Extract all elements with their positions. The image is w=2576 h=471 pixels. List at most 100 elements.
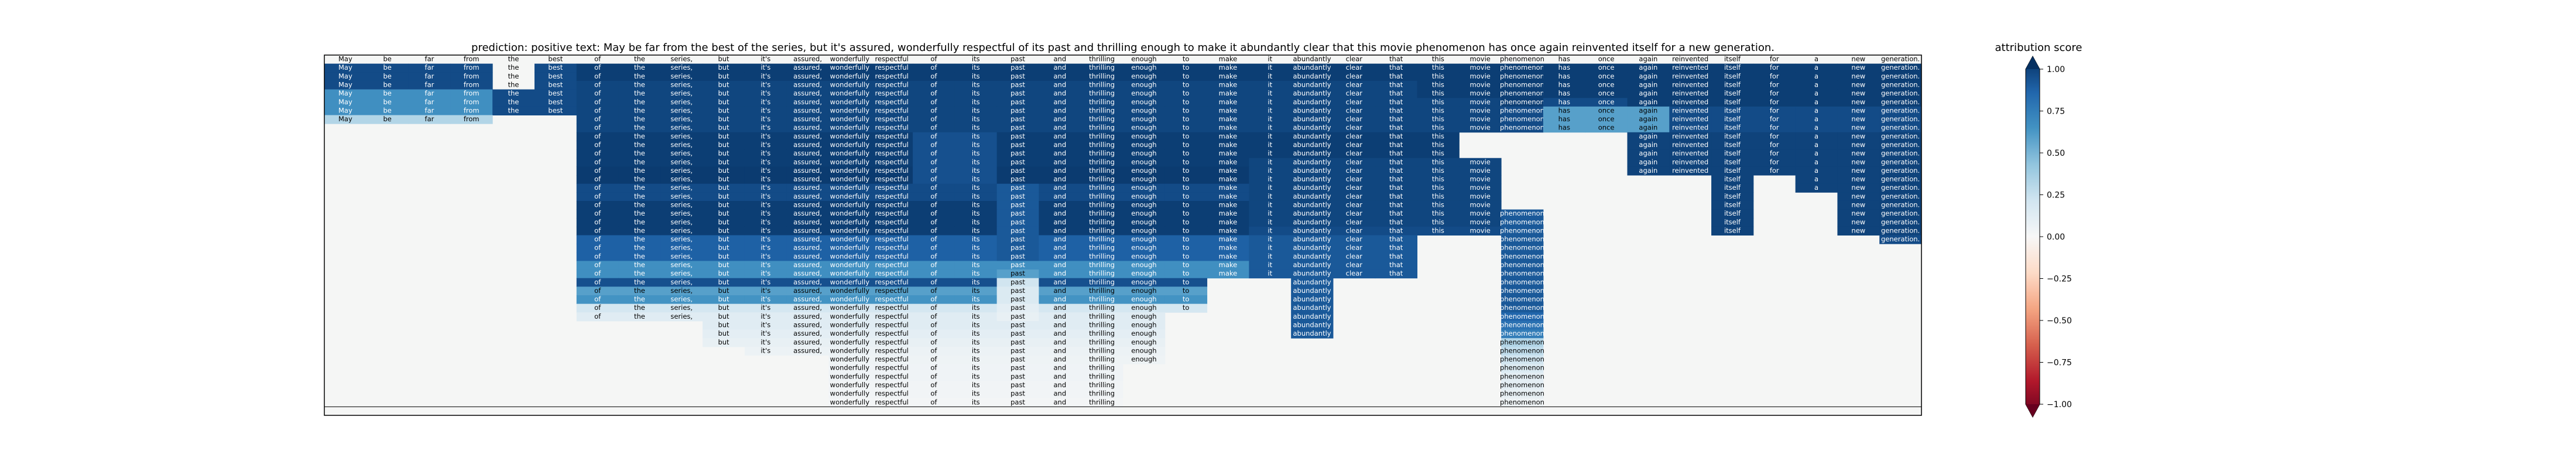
cell-token-label: of: [594, 303, 601, 312]
cell-token-label: a: [1814, 124, 1818, 132]
cell-token-label: again: [1639, 98, 1657, 106]
heatmap-cell: [1375, 141, 1418, 150]
cell-token-label: this: [1432, 166, 1444, 175]
cell-token-label: reinvented: [1672, 141, 1708, 149]
heatmap-cell: [786, 124, 829, 133]
cell-token-label: series,: [670, 124, 693, 132]
heatmap-cell: [786, 218, 829, 227]
heatmap-cell: [1291, 226, 1334, 236]
cell-token-label: enough: [1131, 226, 1156, 234]
heatmap-cell: [1753, 72, 1796, 81]
cell-token-label: itself: [1724, 115, 1741, 123]
heatmap-cell: [1753, 98, 1796, 107]
cell-token-label: this: [1432, 72, 1444, 80]
cell-token-label: past: [1010, 329, 1025, 337]
heatmap-cell: [786, 141, 829, 150]
heatmap-cell: [703, 192, 745, 202]
heatmap-cell: [492, 106, 535, 115]
cell-token-label: the: [634, 295, 645, 303]
heatmap-cell: [1501, 320, 1544, 330]
heatmap-cell: [1501, 269, 1544, 279]
heatmap-cell: [1291, 98, 1334, 107]
cell-token-label: new: [1851, 124, 1865, 132]
heatmap-cell: [703, 244, 745, 253]
heatmap-cell: [828, 226, 871, 236]
heatmap-cell: [1207, 98, 1249, 107]
cell-token-label: and: [1053, 226, 1066, 234]
cell-token-label: wonderfully: [830, 149, 870, 158]
cell-token-label: thrilling: [1089, 158, 1115, 166]
cell-token-label: phenomenon: [1500, 124, 1544, 132]
cell-token-label: new: [1851, 115, 1865, 123]
cell-token-label: of: [930, 72, 937, 80]
heatmap-cell: [786, 261, 829, 270]
heatmap-cell: [1501, 235, 1544, 244]
cell-token-label: of: [930, 166, 937, 175]
cell-token-label: abundantly: [1293, 244, 1331, 252]
cell-token-label: past: [1010, 269, 1025, 278]
cell-token-label: series,: [670, 115, 693, 123]
heatmap-cell: [576, 261, 619, 270]
heatmap-cell: [996, 80, 1039, 90]
cell-token-label: of: [930, 106, 937, 114]
cell-token-label: series,: [670, 158, 693, 166]
heatmap-cell: [1164, 252, 1208, 261]
cell-token-label: past: [1010, 303, 1025, 312]
heatmap-cell: [828, 312, 871, 322]
heatmap-cell: [996, 244, 1039, 253]
cell-token-label: abundantly: [1293, 192, 1331, 200]
cell-token-label: generation.: [1881, 235, 1920, 243]
heatmap-cell: [1164, 295, 1208, 305]
heatmap-cell: [1585, 115, 1628, 124]
heatmap-cell: [828, 115, 871, 124]
heatmap-cell: [703, 312, 745, 322]
heatmap-cell: [1879, 132, 1922, 141]
heatmap-cell: [1543, 115, 1586, 124]
cell-token-label: enough: [1131, 183, 1156, 192]
cell-token-label: respectful: [875, 295, 909, 303]
heatmap-cell: [703, 261, 745, 270]
cell-token-label: for: [1770, 89, 1779, 97]
heatmap-cell: [1081, 235, 1123, 244]
heatmap-cell: [1837, 124, 1880, 133]
heatmap-cell: [1375, 115, 1418, 124]
heatmap-cell: [703, 98, 745, 107]
heatmap-cell: [1081, 218, 1123, 227]
heatmap-cell: [1039, 166, 1081, 176]
cell-token-label: of: [930, 183, 937, 192]
heatmap-cell: [1081, 372, 1123, 381]
heatmap-cell: [1039, 278, 1081, 287]
heatmap-cell: [1249, 226, 1292, 236]
heatmap-cell: [786, 63, 829, 73]
cell-token-label: of: [930, 295, 937, 303]
heatmap-cell: [1291, 286, 1334, 296]
heatmap-cell: [1332, 252, 1376, 261]
cell-token-label: for: [1770, 124, 1779, 132]
heatmap-cell: [954, 124, 998, 133]
cell-token-label: thrilling: [1089, 286, 1115, 295]
cell-token-label: once: [1598, 106, 1615, 114]
cell-token-label: far: [425, 115, 434, 123]
heatmap-cell: [1501, 124, 1544, 133]
heatmap-cell: [954, 166, 998, 176]
heatmap-cell: [828, 235, 871, 244]
heatmap-cell: [1627, 98, 1670, 107]
heatmap-cell: [408, 63, 451, 73]
heatmap-cell: [1375, 72, 1418, 81]
cell-token-label: it's: [761, 63, 770, 71]
heatmap-cell: [324, 98, 367, 107]
cell-token-label: a: [1814, 72, 1818, 80]
heatmap-cell: [1332, 63, 1376, 73]
heatmap-cell: [618, 218, 661, 227]
cell-token-label: series,: [670, 252, 693, 260]
heatmap-cell: [1249, 72, 1292, 81]
heatmap-cell: [913, 132, 955, 141]
cell-token-label: abundantly: [1293, 106, 1331, 114]
heatmap-cell: [1164, 200, 1208, 210]
cell-token-label: May: [338, 106, 352, 114]
cell-token-label: and: [1053, 141, 1066, 149]
cell-token-label: reinvented: [1672, 158, 1708, 166]
cell-token-label: respectful: [875, 89, 909, 97]
heatmap-cell: [744, 312, 787, 322]
cell-token-label: its: [972, 200, 980, 209]
